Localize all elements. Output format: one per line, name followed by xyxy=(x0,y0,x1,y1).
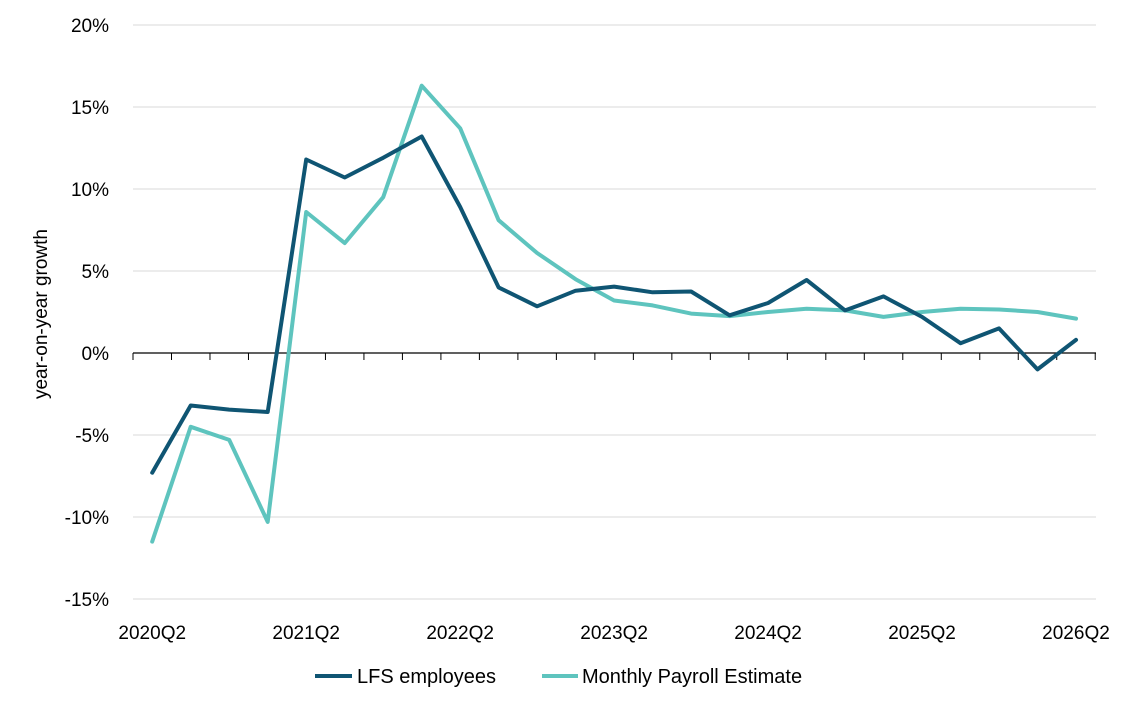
y-tick-label: -10% xyxy=(65,508,109,529)
y-tick-label: 10% xyxy=(71,180,109,201)
y-axis-tick-labels: 20% 15% 10% 5% 0% -5% -10% -15% xyxy=(65,16,109,611)
x-axis-tick-labels: 2020Q2 2021Q2 2022Q2 2023Q2 2024Q2 2025Q2 2026… xyxy=(118,623,1109,644)
series-lines xyxy=(150,83,1078,544)
gridlines xyxy=(133,24,1096,600)
x-tick-label: 2022Q2 xyxy=(426,623,494,644)
y-axis-title: year-on-year growth xyxy=(31,229,52,399)
y-tick-label: -15% xyxy=(65,590,109,611)
series-line-monthly-payroll-estimate xyxy=(150,83,1078,544)
y-tick-label: 5% xyxy=(82,262,110,283)
x-tick-label: 2023Q2 xyxy=(580,623,648,644)
series-line-lfs-employees xyxy=(150,134,1078,475)
x-tick-label: 2024Q2 xyxy=(734,623,802,644)
y-tick-label: 0% xyxy=(82,344,110,365)
legend-label: LFS employees xyxy=(357,666,496,688)
x-tick-label: 2021Q2 xyxy=(272,623,340,644)
x-tick-label: 2020Q2 xyxy=(118,623,186,644)
y-tick-label: -5% xyxy=(75,426,109,447)
x-tick-label: 2025Q2 xyxy=(888,623,956,644)
y-tick-label: 15% xyxy=(71,98,109,119)
legend: LFS employees Monthly Payroll Estimate xyxy=(315,666,802,688)
legend-label: Monthly Payroll Estimate xyxy=(582,666,802,688)
x-tick-label: 2026Q2 xyxy=(1042,623,1110,644)
y-tick-label: 20% xyxy=(71,16,109,37)
